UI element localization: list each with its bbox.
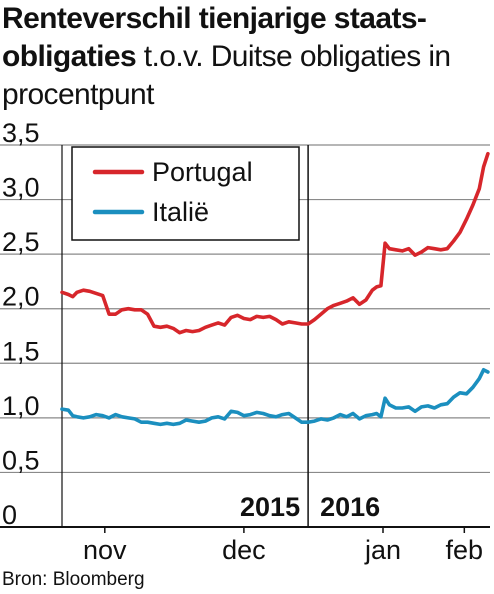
chart-title: Renteverschil tienjarige staats-obligati…: [2, 0, 492, 114]
chart-title-bold: Renteverschil tienjarige staats-obligati…: [2, 2, 427, 73]
y-tick-label: 0,5: [2, 445, 40, 475]
y-tick-label: 3,5: [2, 118, 40, 148]
year-label: 2015: [240, 492, 300, 522]
x-tick-label: nov: [83, 535, 127, 565]
source-note: Bron: Bloomberg: [2, 569, 145, 590]
year-label: 2016: [320, 492, 380, 522]
x-axis-ticks: nov dec jan feb: [83, 527, 483, 565]
legend-box: [71, 146, 300, 241]
y-tick-label: 2,0: [2, 282, 40, 312]
y-tick-label: 2,5: [2, 227, 40, 257]
y-axis-ticks: 0 0,5 1,0 1,5 2,0 2,5 3,0 3,5: [2, 118, 40, 530]
series-line: [60, 151, 490, 335]
y-tick-label: 3,0: [2, 173, 40, 203]
year-labels: 2015 2016: [240, 492, 380, 522]
legend-label: Portugal: [152, 157, 253, 187]
x-tick-label: feb: [446, 535, 484, 565]
x-tick-label: jan: [364, 535, 401, 565]
series-line: [60, 367, 490, 427]
x-tick-label: dec: [222, 535, 266, 565]
legend-label: Italië: [152, 197, 209, 227]
y-tick-label: 1,5: [2, 336, 40, 366]
legend: Portugal Italië: [71, 146, 300, 241]
y-tick-label: 0: [2, 500, 17, 530]
series-lines: [60, 151, 490, 427]
y-tick-label: 1,0: [2, 391, 40, 421]
chart-title-light: t.o.v. Duitse obligaties in procentpunt: [2, 40, 451, 111]
